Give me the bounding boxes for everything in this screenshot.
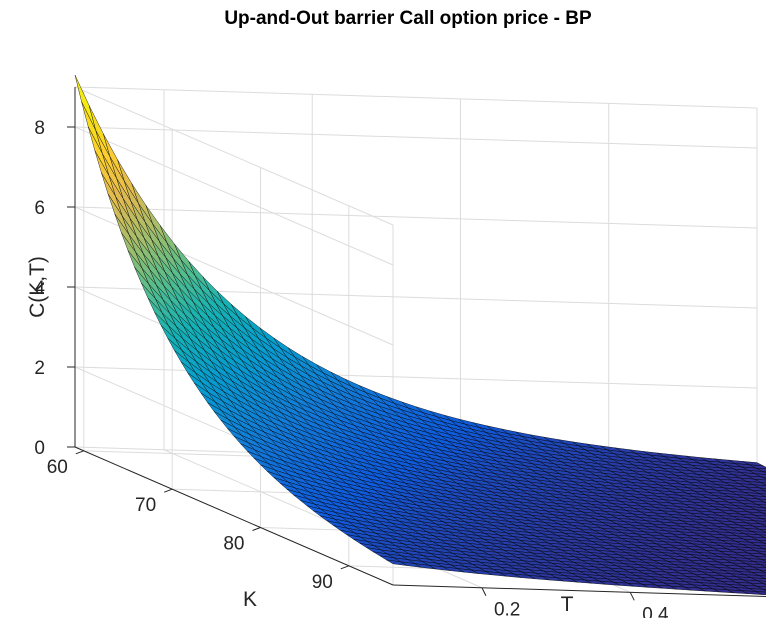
surface-cell [756,545,766,549]
k-tick-mark [163,488,173,493]
surface-cell [759,487,766,492]
surface-cell [758,493,766,497]
surface-cell [750,582,766,587]
z-tick-label: 8 [34,118,45,139]
surface-cell [760,482,766,486]
k-tick-label: 90 [312,572,333,593]
surface-cell [755,509,766,514]
surface-cell [746,563,766,569]
surface-cell [757,498,766,503]
z-tick-label: 2 [34,358,45,379]
surface-cell [753,484,766,489]
surface-cell [748,511,766,517]
surface-cell [750,500,766,506]
surface-cell [750,542,766,547]
surface-cell [753,520,766,525]
surface-cell [754,555,766,560]
surface-cell [746,522,766,528]
surface-cell [752,531,766,536]
t-tick-label: 0.4 [642,604,669,618]
surface-cell [754,514,766,520]
surface-cell [751,536,766,541]
surface-cell [753,478,766,484]
surface-cell [751,572,766,577]
k-tick-label: 60 [47,457,68,478]
surface-cell [761,518,766,521]
surface-cell [753,561,766,566]
t-tick-mark [629,592,635,601]
t-axis-line [392,584,766,597]
k-tick-mark [75,450,85,455]
surface-cell [751,495,766,500]
box-edge [74,86,758,109]
surface-cell [755,591,766,596]
y-axis-label: T [561,593,574,616]
z-tick-label: 4 [34,278,45,299]
surface-cell [763,548,766,551]
surface-cell [755,550,766,555]
z-tick-label: 0 [34,438,45,459]
x-axis-label: K [243,588,257,611]
surface-cell [758,534,766,539]
surface-cell [760,523,766,527]
t-tick-mark [481,587,487,596]
surface-cell [763,507,766,510]
surface-cell [745,568,766,574]
surface-cell [759,529,766,533]
surface-cell [747,558,766,563]
surface-cell [753,525,766,530]
surface-cell [749,506,766,511]
z-axis-label: C(K,T) [26,256,49,318]
surface-cell [760,564,766,568]
surface-cell [761,476,766,480]
z-tick-label: 6 [34,198,45,219]
surface-cell [747,517,766,522]
surface-plot [74,74,766,596]
surface-cell [762,512,766,515]
k-axis-line [74,446,394,586]
surface-cell [756,585,766,590]
surface-cell [752,566,766,571]
surface-cell [762,553,766,556]
k-tick-label: 70 [135,495,156,516]
surface-cell [757,539,766,544]
surface-cell [745,528,766,533]
surface-cell [758,575,766,579]
surface-cell [746,481,766,486]
surface-cell [763,589,766,591]
surface-cell [759,569,766,574]
k-tick-mark [252,527,261,531]
surface-cell [752,489,766,495]
surface-cell [749,547,766,552]
surface-cell [757,580,766,585]
k-tick-mark [340,565,350,570]
surface-cell [751,577,766,582]
surface-cell [749,464,766,470]
box-edge [74,86,394,226]
surface-cell [748,552,766,558]
z-gridline [74,126,758,266]
axes [67,87,766,601]
surface-cell [756,504,766,509]
surface-cell [749,588,766,593]
surface-cell [762,471,766,474]
surface-cell [745,486,766,492]
chart-title: Up-and-Out barrier Call option price - B… [224,8,592,29]
surface-cell [748,470,766,475]
k-tick-label: 80 [223,534,244,555]
surface-cell [754,473,766,478]
t-tick-label: 0.2 [494,600,520,618]
surface-cell [747,475,766,481]
surface-cell [74,74,97,131]
